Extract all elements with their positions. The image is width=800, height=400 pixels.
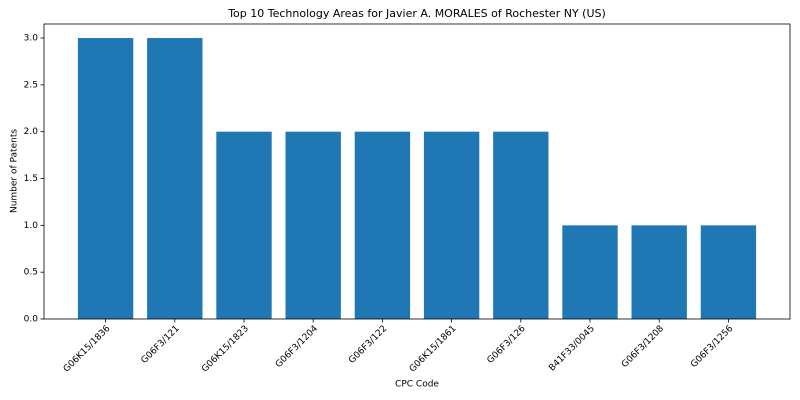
x-tick-label: G06F3/126 [486,324,528,366]
x-tick-label: B41F33/0045 [547,324,597,374]
bar [286,132,341,319]
x-tick-label: G06K15/1823 [200,324,251,375]
y-tick-label: 0.0 [24,315,39,325]
y-tick-label: 3.0 [24,34,39,44]
y-tick-label: 0.5 [24,268,38,278]
bar [632,225,687,319]
bar [147,38,202,319]
chart-title: Top 10 Technology Areas for Javier A. MO… [227,7,606,20]
bar [562,225,617,319]
bar [216,132,271,319]
x-tick-label: G06F3/122 [347,324,389,366]
bar [355,132,410,319]
bar [78,38,133,319]
x-axis-label: CPC Code [395,380,439,390]
y-tick-label: 2.5 [24,80,38,90]
y-tick-label: 1.5 [24,174,38,184]
x-tick-label: G06F3/1208 [620,324,666,370]
y-axis-label: Number of Patents [10,129,20,213]
x-tick-label: G06K15/1861 [408,324,459,375]
bar [701,225,756,319]
x-tick-label: G06F3/121 [140,324,182,366]
bar [493,132,548,319]
y-tick-label: 2.0 [24,127,39,137]
x-tick-label: G06K15/1836 [62,324,113,375]
bar [424,132,479,319]
x-tick-label: G06F3/1256 [689,324,735,370]
chart: Top 10 Technology Areas for Javier A. MO… [0,0,800,400]
x-tick-label: G06F3/1204 [274,324,320,370]
y-tick-label: 1.0 [24,221,39,231]
